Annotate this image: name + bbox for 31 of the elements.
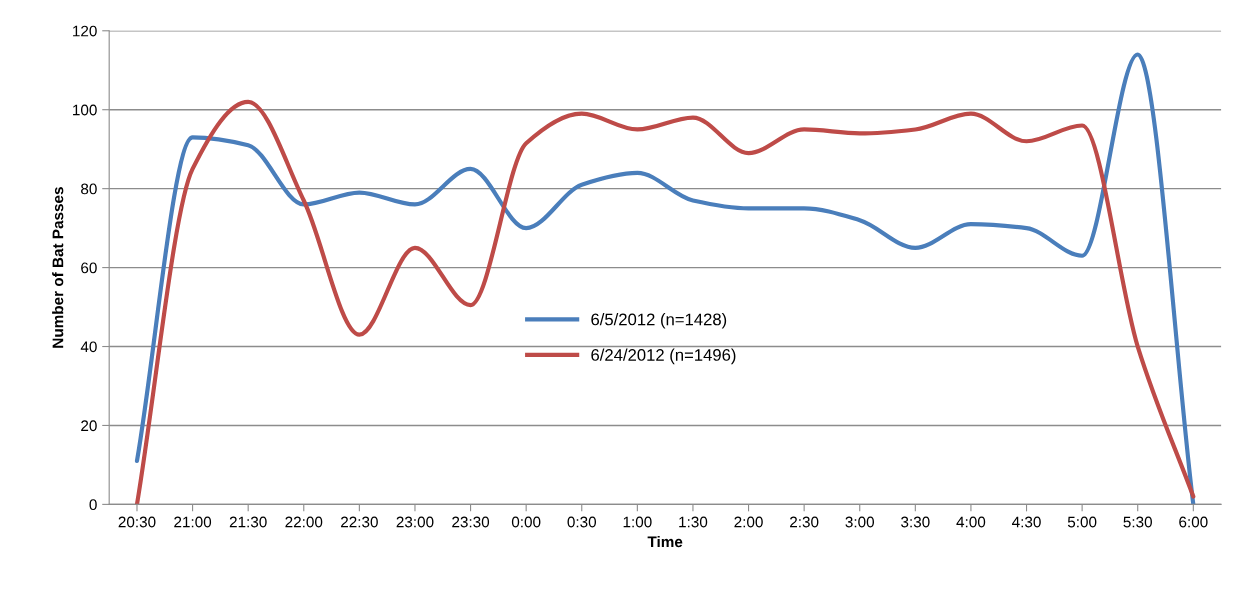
x-tick-label: 6:00 (1179, 516, 1208, 528)
x-tick-label: 0:30 (567, 516, 597, 528)
legend-label: 6/5/2012 (n=1428) (591, 313, 727, 329)
x-tick-label: 5:00 (1067, 516, 1097, 528)
x-tick-label: 2:00 (734, 516, 763, 528)
x-tick-label: 22:00 (285, 516, 323, 528)
x-tick-label: 22:30 (341, 516, 378, 528)
y-tick-label: 100 (73, 104, 97, 116)
x-tick-label: 4:00 (956, 516, 986, 528)
x-tick-label: 0:00 (511, 516, 541, 528)
legend-label: 6/24/2012 (n=1496) (591, 348, 736, 365)
y-tick-label: 20 (81, 420, 97, 432)
y-tick-label: 40 (80, 341, 97, 353)
x-axis-title: Time (647, 535, 683, 548)
x-tick-label: 3:30 (901, 516, 930, 528)
y-tick-label: 60 (81, 262, 97, 274)
x-tick-label: 23:00 (396, 516, 434, 528)
y-tick-label: 120 (73, 25, 97, 37)
x-tick-label: 5:30 (1123, 516, 1152, 528)
y-tick-label: 80 (81, 183, 97, 195)
x-tick-label: 2:30 (790, 516, 819, 528)
x-tick-label: 21:00 (174, 516, 212, 528)
x-tick-label: 4:30 (1012, 516, 1041, 528)
y-tick-label: 0 (89, 499, 97, 511)
x-tick-label: 1:00 (623, 516, 652, 528)
x-tick-label: 20:30 (118, 516, 156, 528)
x-tick-label: 1:30 (679, 516, 708, 528)
x-tick-label: 23:30 (452, 516, 490, 528)
x-tick-label: 21:30 (229, 516, 267, 528)
x-tick-label: 3:00 (845, 516, 875, 528)
y-axis-title: Number of Bat Passes (52, 187, 64, 348)
